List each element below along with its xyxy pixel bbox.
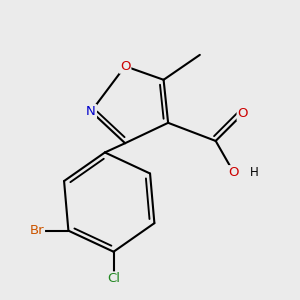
Text: Br: Br xyxy=(29,224,44,237)
Text: O: O xyxy=(229,166,239,179)
Text: Cl: Cl xyxy=(107,272,120,285)
Text: O: O xyxy=(120,60,130,73)
Text: H: H xyxy=(250,166,259,179)
Text: N: N xyxy=(86,105,96,118)
Text: O: O xyxy=(238,107,248,120)
